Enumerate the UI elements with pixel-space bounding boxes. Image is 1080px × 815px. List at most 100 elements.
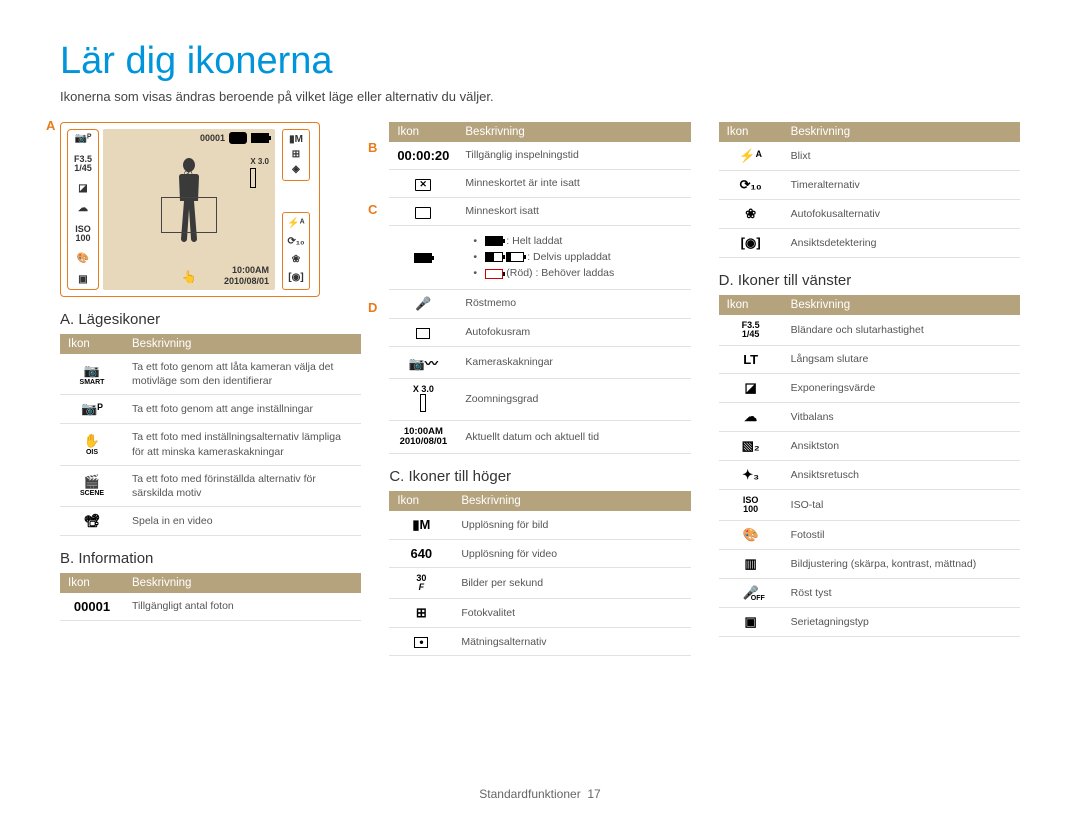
- icon-cell: 🎤OFF: [719, 579, 783, 608]
- desc-cell: Tillgängligt antal foton: [124, 593, 361, 621]
- icon-cell: 📷SMART: [60, 354, 124, 395]
- icon-cell: 00:00:20: [389, 142, 457, 170]
- icon-cell: ⊞: [389, 599, 453, 628]
- table-row: 30FBilder per sekund: [389, 568, 690, 599]
- desc-cell: Bildjustering (skärpa, kontrast, mättnad…: [783, 550, 1020, 579]
- table-row: Minneskortet är inte isatt: [389, 170, 690, 198]
- page-subtitle: Ikonerna som visas ändras beroende på vi…: [60, 89, 1020, 104]
- table-row: : Helt laddat : Delvis uppladdat (Röd) :…: [389, 226, 690, 290]
- camera-screen-diagram: A B C D 📷ᴾ F3.5 1/45 ◪ ☁ ISO 100 🎨 ▣ 000…: [60, 122, 361, 297]
- desc-cell: Blixt: [783, 142, 1020, 171]
- icon-cell: ❀: [719, 200, 783, 229]
- icon-cell: 🎨: [719, 521, 783, 550]
- icon-cell: ▧₂: [719, 432, 783, 461]
- icon-cell: 00001: [60, 593, 124, 621]
- desc-cell: Vitbalans: [783, 403, 1020, 432]
- table-row: 📷ᴾTa ett foto genom att ange inställning…: [60, 395, 361, 424]
- table-row: LTLångsam slutare: [719, 346, 1020, 374]
- icon-cell: 🎤: [389, 289, 457, 318]
- icon-cell: X 3.0: [389, 378, 457, 420]
- autofocus-frame: [161, 197, 217, 233]
- icon-cell: LT: [719, 346, 783, 374]
- desc-cell: Ansiktston: [783, 432, 1020, 461]
- desc-cell: Ta ett foto med förinställda alternativ …: [124, 465, 361, 506]
- table-row: ▣Serietagningstyp: [719, 608, 1020, 637]
- desc-cell: Bländare och slutarhastighet: [783, 315, 1020, 346]
- icon-cell: ISO 100: [719, 490, 783, 521]
- table-row: ✋OISTa ett foto med inställningsalternat…: [60, 424, 361, 465]
- film-icon: [229, 132, 247, 144]
- icon-cell: [389, 170, 457, 198]
- table-c: Ikon Beskrivning ▮MUpplösning för bild64…: [389, 491, 690, 656]
- icon-cell: ⚡ᴬ: [719, 142, 783, 171]
- icon-cell: 30F: [389, 568, 453, 599]
- icon-cell: [389, 318, 457, 346]
- desc-cell: Autofokusalternativ: [783, 200, 1020, 229]
- desc-cell: Exponeringsvärde: [783, 374, 1020, 403]
- table-row: ▧₂Ansiktston: [719, 432, 1020, 461]
- table-row: ▥Bildjustering (skärpa, kontrast, mättna…: [719, 550, 1020, 579]
- table-row: X 3.0Zoomningsgrad: [389, 378, 690, 420]
- table-row: 00:00:20Tillgänglig inspelningstid: [389, 142, 690, 170]
- icon-cell: 🎬SCENE: [60, 465, 124, 506]
- desc-cell: Ansiktsretusch: [783, 461, 1020, 490]
- desc-cell: Fotokvalitet: [453, 599, 690, 628]
- icon-cell: 10:00AM2010/08/01: [389, 420, 457, 454]
- desc-cell: Autofokusram: [457, 318, 690, 346]
- icon-cell: ▣: [719, 608, 783, 637]
- icon-cell: 640: [389, 540, 453, 568]
- battery-icon: [251, 133, 269, 143]
- diagram-left-icons: 📷ᴾ F3.5 1/45 ◪ ☁ ISO 100 🎨 ▣: [67, 129, 99, 290]
- table-b2: Ikon Beskrivning 00:00:20Tillgänglig ins…: [389, 122, 690, 454]
- desc-cell: Ansiktsdetektering: [783, 229, 1020, 258]
- table-d-top: Ikon Beskrivning ⚡ᴬBlixt⟳₁₀Timeralternat…: [719, 122, 1020, 258]
- table-row: 🎬SCENETa ett foto med förinställda alter…: [60, 465, 361, 506]
- desc-cell: Upplösning för bild: [453, 511, 690, 540]
- icon-cell: ▥: [719, 550, 783, 579]
- marker-b: B: [368, 140, 377, 155]
- page-footer: Standardfunktioner 17: [0, 787, 1080, 801]
- desc-cell: Ta ett foto genom att ange inställningar: [124, 395, 361, 424]
- section-b-heading: B. Information: [60, 550, 361, 567]
- table-row: ◪Exponeringsvärde: [719, 374, 1020, 403]
- icon-cell: [389, 226, 457, 290]
- diagram-right-icons: ▮M ⊞ ◈ ⚡ᴬ ⟳₁₀ ❀ [◉]: [279, 129, 313, 290]
- desc-cell: Bilder per sekund: [453, 568, 690, 599]
- table-row: ISO 100ISO-tal: [719, 490, 1020, 521]
- table-a: Ikon Beskrivning 📷SMARTTa ett foto genom…: [60, 334, 361, 536]
- icon-cell: [389, 198, 457, 226]
- table-row: 00001Tillgängligt antal foton: [60, 593, 361, 621]
- table-row: ⟳₁₀Timeralternativ: [719, 171, 1020, 200]
- desc-cell: Fotostil: [783, 521, 1020, 550]
- icon-cell: ▮M: [389, 511, 453, 540]
- table-row: 📷SMARTTa ett foto genom att låta kameran…: [60, 354, 361, 395]
- marker-d: D: [368, 300, 377, 315]
- icon-cell: 📷〰: [389, 346, 457, 378]
- desc-cell: Spela in en video: [124, 507, 361, 536]
- desc-cell: Tillgänglig inspelningstid: [457, 142, 690, 170]
- desc-cell: Mätningsalternativ: [453, 628, 690, 656]
- icon-cell: F3.5 1/45: [719, 315, 783, 346]
- desc-cell: Zoomningsgrad: [457, 378, 690, 420]
- table-row: 🎨Fotostil: [719, 521, 1020, 550]
- icon-cell: ✋OIS: [60, 424, 124, 465]
- table-row: 📷〰Kameraskakningar: [389, 346, 690, 378]
- table-row: ❀Autofokusalternativ: [719, 200, 1020, 229]
- table-row: ☁Vitbalans: [719, 403, 1020, 432]
- desc-cell: ISO-tal: [783, 490, 1020, 521]
- desc-cell: Upplösning för video: [453, 540, 690, 568]
- table-row: [◉]Ansiktsdetektering: [719, 229, 1020, 258]
- table-row: ⚡ᴬBlixt: [719, 142, 1020, 171]
- desc-cell: Röst tyst: [783, 579, 1020, 608]
- icon-cell: ⟳₁₀: [719, 171, 783, 200]
- icon-cell: [389, 628, 453, 656]
- desc-cell: : Helt laddat : Delvis uppladdat (Röd) :…: [457, 226, 690, 290]
- table-row: Minneskort isatt: [389, 198, 690, 226]
- icon-cell: ✦₃: [719, 461, 783, 490]
- desc-cell: Aktuellt datum och aktuell tid: [457, 420, 690, 454]
- icon-cell: 📷ᴾ: [60, 395, 124, 424]
- column-left: A B C D 📷ᴾ F3.5 1/45 ◪ ☁ ISO 100 🎨 ▣ 000…: [60, 122, 361, 656]
- table-row: F3.5 1/45Bländare och slutarhastighet: [719, 315, 1020, 346]
- desc-cell: Ta ett foto genom att låta kameran välja…: [124, 354, 361, 395]
- table-row: Autofokusram: [389, 318, 690, 346]
